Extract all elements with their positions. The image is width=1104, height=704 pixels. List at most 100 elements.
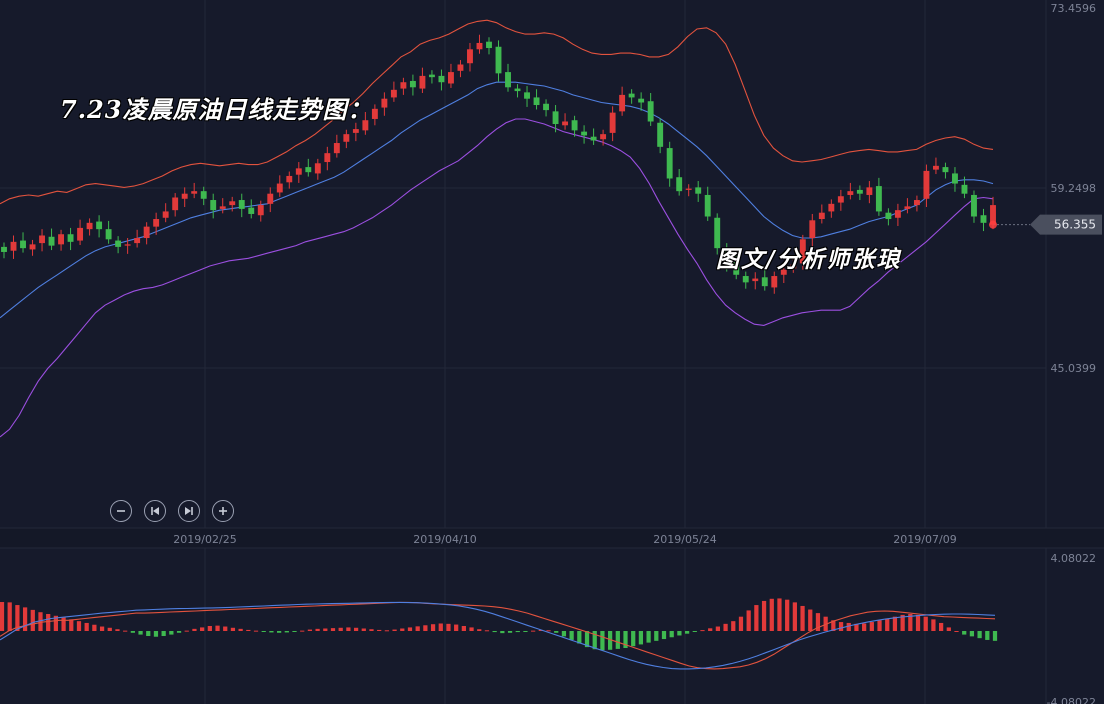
macd-histogram-bar — [700, 630, 705, 632]
candle-body — [324, 153, 331, 163]
macd-histogram-bar — [746, 610, 751, 631]
candle-body — [828, 203, 835, 212]
candle-body — [153, 219, 160, 227]
macd-histogram-bar — [923, 616, 928, 631]
candle-body — [847, 191, 854, 195]
candle-body — [733, 262, 740, 275]
macd-histogram-bar — [369, 629, 374, 631]
candle-body — [248, 207, 255, 214]
macd-histogram-bar — [507, 631, 513, 633]
upper-band-line — [0, 19, 994, 205]
macd-histogram-bar — [792, 602, 797, 631]
macd-histogram-bar — [284, 631, 289, 633]
candle-body — [856, 189, 863, 194]
date-tick-label: 2019/02/25 — [173, 533, 236, 546]
macd-histogram-bar — [785, 599, 790, 631]
candle-body — [10, 241, 17, 251]
macd-histogram-bar — [577, 631, 582, 644]
candle-body — [894, 210, 901, 218]
macd-dea-line — [0, 601, 996, 670]
macd-histogram-bar — [446, 623, 451, 631]
candle-body — [971, 194, 977, 217]
macd-histogram-bar — [523, 631, 528, 632]
candle-body — [314, 163, 321, 174]
macd-histogram-bar — [461, 625, 466, 631]
macd-histogram-bar — [22, 607, 28, 631]
macd-histogram-bar — [192, 628, 197, 631]
candle-body — [923, 170, 930, 199]
macd-histogram-bar — [654, 631, 659, 641]
macd-histogram-bar — [900, 614, 905, 631]
candle-body — [837, 196, 844, 203]
candle-body — [67, 234, 74, 242]
date-tick-label: 2019/04/10 — [413, 533, 476, 546]
macd-histogram-bar — [253, 630, 259, 632]
macd-histogram-bar — [223, 626, 228, 631]
macd-histogram-bar — [538, 629, 543, 631]
macd-histogram-bar — [169, 631, 174, 635]
candle-body — [476, 42, 483, 50]
macd-histogram-bar — [115, 629, 120, 631]
candle-body — [980, 215, 987, 223]
candle-body — [191, 191, 198, 194]
macd-histogram-bar — [915, 614, 921, 631]
macd-histogram-bar — [246, 629, 251, 631]
macd-histogram-bar — [30, 609, 35, 631]
candle-body — [562, 121, 569, 126]
macd-histogram-bar — [761, 600, 767, 631]
candle-body — [809, 220, 816, 239]
lower-band-line — [0, 118, 994, 438]
candle-body — [276, 183, 283, 193]
zoom-out-button[interactable] — [110, 500, 132, 522]
candle-body — [495, 46, 502, 74]
candle-body — [457, 64, 464, 71]
macd-histogram-bar — [76, 621, 82, 631]
macd-histogram-bar — [569, 631, 574, 640]
candle-body — [390, 89, 397, 98]
macd-histogram-bar — [977, 631, 982, 639]
macd-histogram-bar — [885, 618, 890, 631]
macd-histogram-bar — [338, 627, 343, 631]
author-overlay: 图文/分析师张琅 — [716, 246, 902, 273]
macd-histogram-bar — [954, 631, 959, 632]
candle-body — [438, 75, 445, 83]
candle-body — [885, 212, 892, 220]
candle-body — [780, 269, 787, 275]
zoom-controls — [110, 500, 234, 522]
macd-histogram-bar — [200, 627, 205, 631]
macd-histogram-bar — [862, 623, 867, 631]
macd-diff-line — [0, 601, 996, 670]
candle-body — [676, 177, 683, 192]
step-back-button[interactable] — [144, 500, 166, 522]
macd-histogram-bar — [869, 622, 874, 631]
candle-body — [58, 234, 65, 245]
candle-body — [961, 184, 968, 194]
price-tick-label: 73.4596 — [1051, 2, 1097, 15]
macd-histogram-bar — [138, 631, 143, 635]
macd-histogram-bar — [815, 613, 821, 631]
candle-body — [143, 226, 150, 239]
macd-histogram-bar — [207, 625, 212, 631]
macd-histogram-bar — [715, 626, 721, 631]
candle-body — [790, 264, 797, 269]
macd-histogram-bar — [938, 622, 944, 631]
macd-histogram-bar — [430, 624, 436, 631]
step-forward-button[interactable] — [178, 500, 200, 522]
macd-histogram-bar — [230, 627, 236, 631]
skip-back-icon — [151, 507, 159, 515]
candle-body — [305, 167, 312, 173]
zoom-in-button[interactable] — [212, 500, 234, 522]
macd-histogram-bar — [677, 631, 682, 636]
candle-body — [666, 148, 673, 179]
candle-body — [409, 80, 416, 88]
candle-body — [590, 136, 597, 141]
candle-body — [657, 122, 664, 147]
macd-histogram-bar — [877, 620, 882, 631]
macd-histogram-bar — [846, 622, 851, 631]
candle-body — [229, 201, 236, 206]
macd-histogram-bar — [123, 630, 128, 632]
candle-body — [571, 120, 578, 131]
last-price-glow — [989, 220, 997, 229]
